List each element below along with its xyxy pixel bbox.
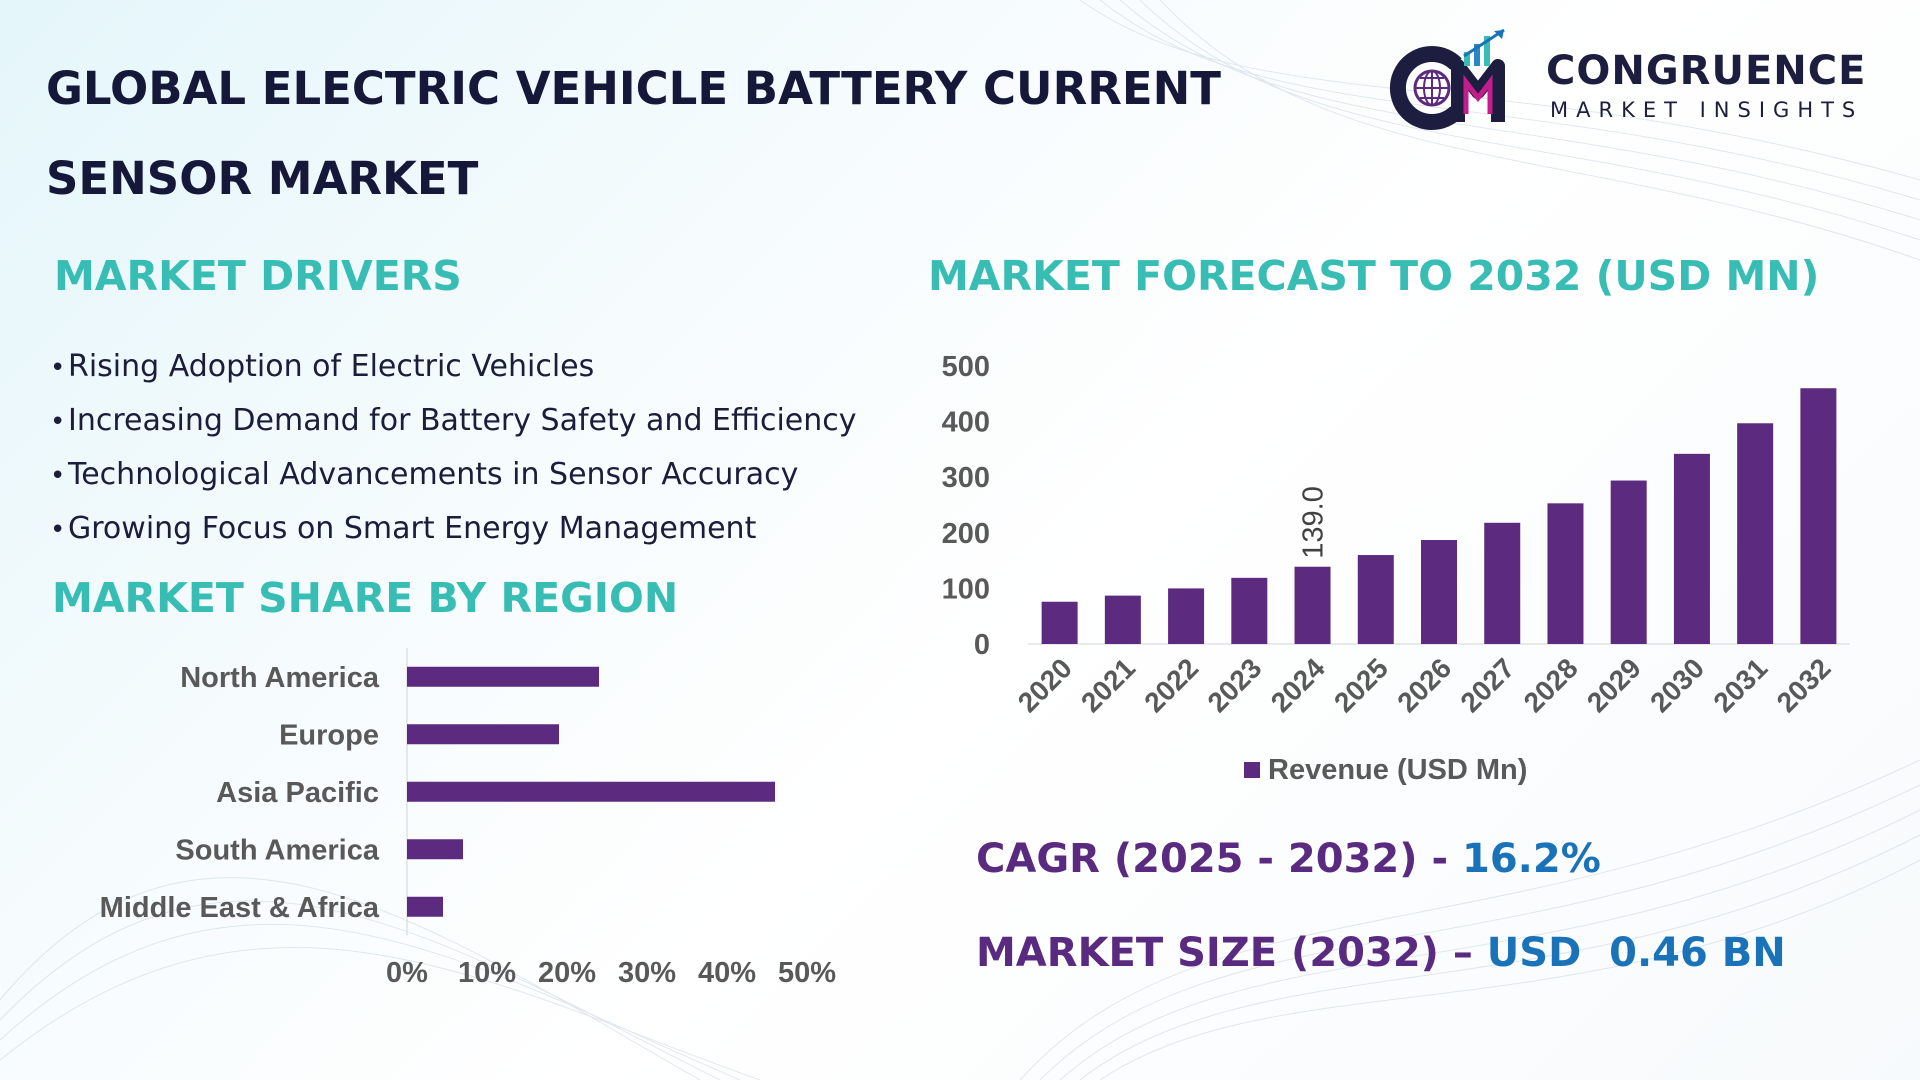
forecast-x-tick-label: 2030 [1644,652,1710,718]
cagr-value: 16.2% [1462,836,1601,882]
title-line-1: GLOBAL ELECTRIC VEHICLE BATTERY CURRENT [46,62,1221,115]
driver-item: •Increasing Demand for Battery Safety an… [50,394,910,448]
forecast-bar [1168,588,1205,644]
forecast-bar [1041,601,1078,644]
cagr-stat: CAGR (2025 - 2032) - 16.2% [976,836,1601,882]
forecast-x-tick-label: 2031 [1707,652,1773,718]
region-share-chart: North America Europe Asia Pacific South Ame… [100,648,836,989]
bullet-icon: • [50,353,66,383]
region-bar [407,896,443,917]
forecast-x-tick-label: 2027 [1455,652,1521,718]
driver-item: •Technological Advancements in Sensor Ac… [50,448,910,502]
legend-swatch [1244,762,1260,778]
forecast-x-tick-label: 2029 [1581,652,1647,718]
cagr-label: CAGR (2025 - 2032) - [976,836,1449,882]
region-category-label: Middle East & Africa [100,892,380,924]
forecast-bar [1231,577,1268,644]
forecast-y-tick-label: 500 [942,351,990,383]
driver-text: Rising Adoption of Electric Vehicles [68,349,595,384]
market-drivers-heading: MARKET DRIVERS [54,252,462,300]
region-bar [407,666,599,687]
forecast-x-tick-label: 2026 [1391,652,1457,718]
logo-subtitle: MARKET INSIGHTS [1550,98,1864,122]
company-logo: CONGRUENCE MARKET INSIGHTS [1386,26,1886,136]
forecast-bar [1610,480,1647,644]
forecast-y-tick-label: 400 [942,407,990,439]
logo-mark-icon [1390,28,1505,130]
forecast-bar [1104,595,1141,644]
region-bar [407,781,775,802]
bullet-icon: • [50,461,66,491]
bullet-icon: • [50,407,66,437]
forecast-bar [1547,503,1584,644]
forecast-x-tick-label: 2021 [1075,652,1141,718]
region-category-label: North America [180,662,380,694]
region-x-tick-label: 50% [778,957,836,989]
region-bar [407,839,463,860]
forecast-y-tick-label: 100 [942,573,990,605]
region-x-tick-label: 30% [618,957,676,989]
region-category-label: Asia Pacific [216,777,379,809]
market-size-stat: MARKET SIZE (2032) – USD 0.46 BN [976,930,1786,976]
driver-item: •Rising Adoption of Electric Vehicles [50,340,910,394]
logo-name: CONGRUENCE [1546,48,1867,94]
forecast-bar [1484,522,1521,644]
forecast-x-tick-label: 2028 [1518,652,1584,718]
forecast-bar [1421,540,1457,644]
forecast-bar [1357,555,1394,644]
forecast-x-tick-label: 2020 [1012,652,1078,718]
region-x-tick-label: 20% [538,957,596,989]
region-bar [407,724,559,745]
region-category-label: South America [175,834,379,866]
driver-text: Growing Focus on Smart Energy Management [68,511,757,546]
forecast-bar [1737,423,1774,644]
forecast-bar [1800,388,1837,644]
forecast-y-tick-label: 200 [942,518,990,550]
forecast-y-tick-label: 300 [942,462,990,494]
market-size-label: MARKET SIZE (2032) – [976,930,1473,976]
page-title: GLOBAL ELECTRIC VEHICLE BATTERY CURRENT … [46,44,1346,224]
forecast-heading: MARKET FORECAST TO 2032 (USD MN) [928,252,1820,300]
region-share-heading: MARKET SHARE BY REGION [52,574,679,622]
forecast-x-tick-label: 2022 [1138,652,1204,718]
forecast-x-tick-label: 2025 [1328,652,1394,718]
forecast-x-tick-label: 2032 [1771,652,1837,718]
bullet-icon: • [50,515,66,545]
market-size-value: USD 0.46 BN [1486,930,1786,976]
forecast-data-label: 139.0 [1298,486,1330,559]
driver-text: Increasing Demand for Battery Safety and… [68,403,857,438]
forecast-bar [1294,566,1331,644]
region-category-label: Europe [279,719,379,751]
forecast-bar [1673,453,1710,644]
region-x-tick-label: 0% [386,957,428,989]
title-line-2: SENSOR MARKET [46,152,479,205]
legend-label: Revenue (USD Mn) [1268,754,1527,786]
forecast-y-tick-label: 0 [974,629,990,661]
driver-item: •Growing Focus on Smart Energy Managemen… [50,502,910,556]
region-x-tick-label: 10% [458,957,516,989]
forecast-x-tick-label: 2023 [1202,652,1268,718]
forecast-x-tick-label: 2024 [1265,652,1331,718]
market-drivers-list: •Rising Adoption of Electric Vehicles •I… [50,340,910,556]
region-x-tick-label: 40% [698,957,756,989]
driver-text: Technological Advancements in Sensor Acc… [68,457,799,492]
